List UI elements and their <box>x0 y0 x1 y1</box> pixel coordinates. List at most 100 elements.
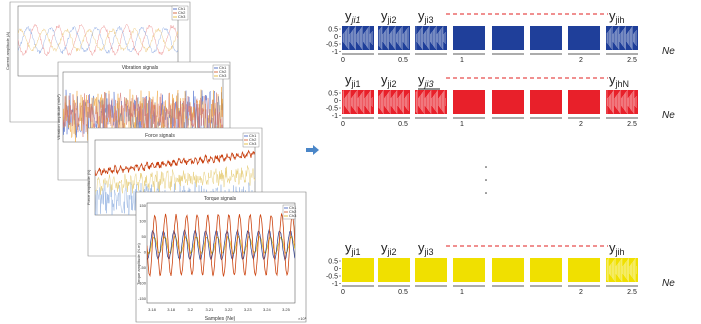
xtick-label: 2 <box>579 121 583 128</box>
torque-ytick-label: -50 <box>140 265 147 270</box>
torque-xtick-label: 3.18 <box>167 307 176 312</box>
force-legend: Ch1 Ch2 Ch3 <box>242 132 260 148</box>
signal-segment <box>453 90 485 119</box>
xtick-label: 0 <box>341 289 345 296</box>
ytick-label: 0.5 <box>328 91 338 98</box>
signal-segment <box>378 258 410 287</box>
segment-block <box>530 258 562 282</box>
ytick-label: 0 <box>334 266 338 273</box>
vibration-legend: Ch1 Ch2 Ch3 <box>212 64 230 80</box>
force-legend-3: Ch3 <box>249 141 257 146</box>
signal-segment <box>606 90 638 119</box>
segment-block <box>568 26 600 50</box>
signal-plot-stack: Current amplitude (A) Ch1 Ch2 Ch3 Vibrat… <box>5 1 307 323</box>
torque-xtick-label: 3.21 <box>206 307 215 312</box>
torque-yticks: 150 100 50 0 -50 -100 -150 <box>138 203 147 301</box>
waveform-trace <box>95 165 255 195</box>
signal-segment <box>492 258 524 287</box>
torque-signal-plot: Torque signals Torque amplitude (N.m) Sa… <box>135 191 307 323</box>
xtick-label: 0.5 <box>398 289 408 296</box>
segment-block <box>492 26 524 50</box>
xaxis-label: Ne <box>662 278 675 289</box>
force-legend-1: Ch1 <box>249 133 257 138</box>
signal-segment <box>568 258 600 287</box>
segment-label: yji2 <box>381 240 397 257</box>
xtick-label: 2.5 <box>627 57 637 64</box>
signal-segment <box>530 26 562 55</box>
torque-ytick-label: -100 <box>138 281 147 286</box>
segment-block <box>530 90 562 114</box>
signal-segment <box>342 258 374 287</box>
force-title: Force signals <box>145 133 175 139</box>
segment-block <box>568 258 600 282</box>
segment-block <box>568 90 600 114</box>
ytick-label: -0.5 <box>326 274 338 281</box>
vibration-legend-3: Ch3 <box>219 73 227 78</box>
vibration-legend-1: Ch1 <box>219 65 227 70</box>
torque-legend-3: Ch3 <box>289 213 297 218</box>
waveform-trace <box>18 27 178 53</box>
torque-title: Torque signals <box>204 196 237 202</box>
ytick-label: -1 <box>332 281 338 288</box>
waveform-trace <box>147 212 295 278</box>
segment-block <box>453 90 485 114</box>
torque-legend: Ch1 Ch2 Ch3 <box>282 204 297 220</box>
torque-ytick-label: 0 <box>144 250 147 255</box>
xtick-label: 2.5 <box>627 289 637 296</box>
signal-segment <box>606 258 638 287</box>
segment-label: yji2 <box>381 72 397 89</box>
signal-segment <box>378 26 410 55</box>
signal-segment <box>453 26 485 55</box>
signal-segment <box>415 26 447 55</box>
current-legend-1: Ch1 <box>178 6 186 11</box>
xtick-label: 0 <box>341 57 345 64</box>
segment-block <box>415 258 447 282</box>
torque-xtick-label: 3.18 <box>148 307 157 312</box>
xaxis-label: Ne <box>662 110 675 121</box>
flow-arrow-icon <box>306 145 319 155</box>
ytick-label: 0 <box>334 34 338 41</box>
torque-ytick-label: 100 <box>139 219 146 224</box>
current-legend-2: Ch2 <box>178 10 186 15</box>
segment-label: yjih <box>609 8 625 25</box>
segment-block <box>492 258 524 282</box>
torque-ytick-label: 50 <box>142 234 147 239</box>
ytick-label: 0.5 <box>328 259 338 266</box>
signal-segment <box>492 26 524 55</box>
ytick-label: -1 <box>332 49 338 56</box>
ytick-label: -0.5 <box>326 42 338 49</box>
ytick-label: -1 <box>332 113 338 120</box>
torque-ylabel: Torque amplitude (N.m) <box>136 243 141 285</box>
force-legend-2: Ch2 <box>249 137 257 142</box>
vibration-ylabel: Vibration amplitude (m/s²) <box>56 94 61 140</box>
xtick-label: 2 <box>579 57 583 64</box>
torque-xtick-label: 3.22 <box>225 307 234 312</box>
segment-label: yji3 <box>418 240 434 257</box>
signal-segment <box>568 90 600 119</box>
segment-label: yjhN <box>609 72 629 89</box>
waveform-trace <box>18 23 178 57</box>
segment-block <box>453 258 485 282</box>
ytick-label: -0.5 <box>326 106 338 113</box>
waveform-trace <box>95 149 255 177</box>
signal-segment <box>378 90 410 119</box>
segment-block <box>378 258 410 282</box>
torque-xtick-label: 3.24 <box>263 307 272 312</box>
ytick-label: 0.5 <box>328 27 338 34</box>
torque-xtick-label: 3.23 <box>244 307 253 312</box>
current-ylabel: Current amplitude (A) <box>5 31 10 70</box>
current-legend: Ch1 Ch2 Ch3 <box>171 5 189 21</box>
xtick-label: 2.5 <box>627 121 637 128</box>
signal-segment <box>568 26 600 55</box>
segment-block <box>492 90 524 114</box>
xtick-label: 1 <box>460 289 464 296</box>
signal-segment <box>342 26 374 55</box>
segment-block <box>530 26 562 50</box>
torque-xlabel: Samples (Ne) <box>205 316 236 322</box>
torque-xexp: ×10⁵ <box>298 316 307 321</box>
vibration-title: Vibration signals <box>122 65 159 71</box>
